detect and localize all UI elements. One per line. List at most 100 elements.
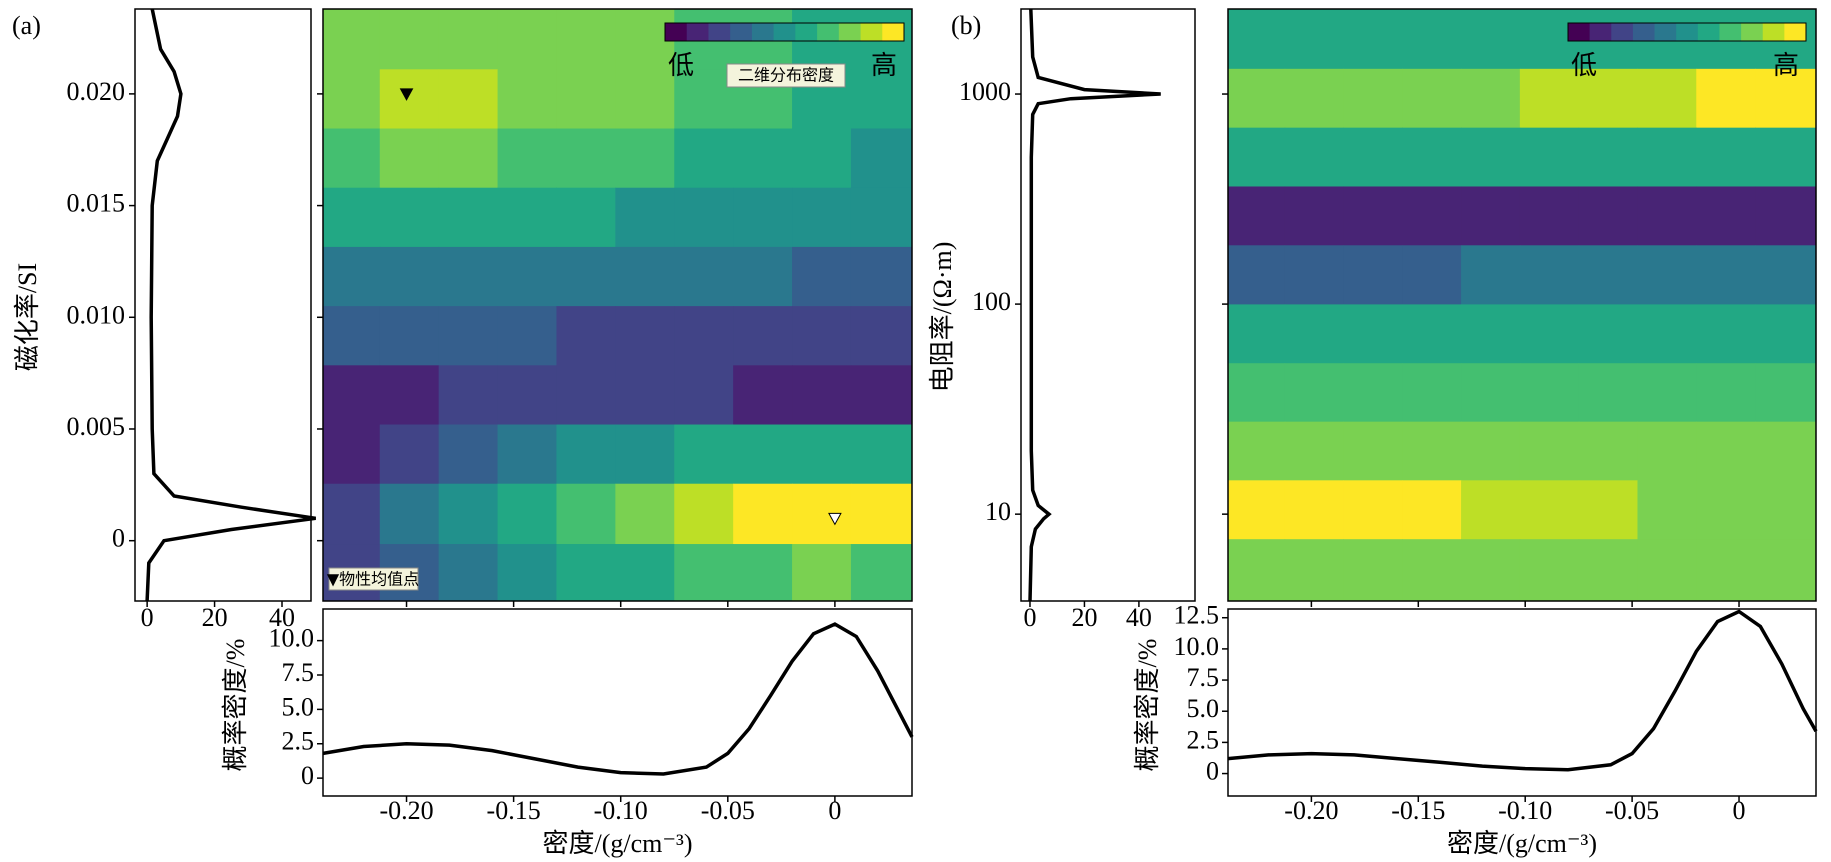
- density-cell: [1637, 127, 1697, 187]
- density-cell: [1578, 245, 1638, 305]
- colorbar-swatch: [1632, 23, 1655, 41]
- density-cell: [1343, 245, 1403, 305]
- density-cell: [1402, 304, 1462, 364]
- density-cell: [497, 69, 557, 130]
- density-cell: [556, 306, 616, 366]
- colorbar-swatch: [882, 23, 905, 41]
- density-cell: [733, 306, 793, 366]
- colorbar-swatch: [730, 23, 753, 41]
- density-cell: [323, 483, 381, 545]
- density-cell: [1755, 421, 1817, 481]
- main-frame: [1227, 8, 1817, 602]
- density-cell: [1755, 539, 1817, 602]
- density-cell: [379, 128, 440, 189]
- mean-point-label-box: [328, 567, 419, 591]
- density-cell: [323, 128, 381, 189]
- density-cell: [379, 365, 440, 426]
- y-tick-label: 0.005: [67, 412, 126, 441]
- bottom-frame: [1227, 608, 1817, 797]
- density-cell: [1519, 68, 1580, 129]
- density-cell: [379, 424, 440, 485]
- density-cell: [323, 424, 381, 485]
- bottom-density-line: [322, 622, 914, 776]
- colorbar-swatch: [1784, 23, 1807, 41]
- density-cell: [1284, 421, 1344, 481]
- density-cell: [1343, 363, 1403, 423]
- density-cell: [733, 128, 793, 189]
- density-cell: [1696, 186, 1756, 246]
- density-cell: [1696, 127, 1756, 187]
- density-cell: [1228, 480, 1286, 540]
- colorbar-swatch: [1697, 23, 1720, 41]
- bottom-y-tick-label: 0: [301, 761, 314, 790]
- density-cell: [1578, 68, 1638, 129]
- bottom-density-line: [1227, 609, 1818, 772]
- density-cell: [850, 483, 913, 545]
- panel-label: (a): [12, 11, 41, 40]
- density-cell: [323, 69, 381, 130]
- density-cell: [850, 306, 913, 366]
- density-cell: [1637, 421, 1697, 481]
- density-cell: [1755, 304, 1817, 364]
- density-cell: [850, 424, 913, 485]
- density-cell: [438, 187, 499, 248]
- x-tick-label: 0: [828, 796, 841, 825]
- density-cell: [733, 187, 793, 248]
- density-cell: [497, 246, 557, 307]
- density-cell: [1519, 480, 1580, 540]
- density-cell: [379, 187, 440, 248]
- density-cell: [1343, 68, 1403, 129]
- density-cell: [1402, 186, 1462, 246]
- density-cell: [556, 544, 616, 602]
- x-axis-label: 密度/(g/cm⁻³): [542, 829, 692, 858]
- density-cell: [379, 483, 440, 545]
- colorbar-low: 低: [1571, 51, 1597, 80]
- density-cell: [674, 187, 734, 248]
- density-cell: [1461, 304, 1521, 364]
- density-cell: [497, 424, 557, 485]
- colorbar-label: 二维分布密度: [738, 66, 834, 85]
- density-cell: [1284, 304, 1344, 364]
- density-cell: [1755, 363, 1817, 423]
- density-cell: [792, 544, 852, 602]
- density-cell: [1461, 9, 1521, 70]
- density-cell: [323, 306, 381, 366]
- density-cell: [1755, 480, 1817, 540]
- density-cell: [1284, 480, 1344, 540]
- density-cell: [674, 69, 734, 130]
- colorbar-high: 高: [871, 51, 897, 80]
- density-cell: [323, 246, 381, 307]
- y-tick-label: 0.010: [67, 300, 126, 329]
- density-cell: [792, 483, 852, 545]
- density-cell: [323, 187, 381, 248]
- density-cell: [438, 306, 499, 366]
- density-cell: [438, 246, 499, 307]
- mean-point-label: ▼物性均值点: [327, 570, 419, 589]
- density-cell: [438, 544, 499, 602]
- density-cell: [1519, 363, 1580, 423]
- density-cell: [556, 187, 616, 248]
- density-cell: [1578, 421, 1638, 481]
- bottom-y-tick-label: 2.5: [1187, 725, 1220, 754]
- density-cell: [497, 9, 557, 70]
- density-cell: [674, 544, 734, 602]
- density-cell: [792, 424, 852, 485]
- density-cell: [1461, 245, 1521, 305]
- colorbar-swatch: [1676, 23, 1699, 41]
- mean-point: [828, 512, 842, 526]
- y-tick-label: 100: [972, 287, 1011, 316]
- density-cell: [1343, 304, 1403, 364]
- density-cell: [792, 187, 852, 248]
- density-cell: [438, 365, 499, 426]
- side-x-tick-label: 40: [269, 603, 295, 632]
- density-cell: [497, 365, 557, 426]
- density-cell: [1696, 363, 1756, 423]
- density-cell: [615, 483, 675, 545]
- density-cell: [1519, 245, 1580, 305]
- density-cell: [1402, 539, 1462, 602]
- density-cell: [1402, 421, 1462, 481]
- colorbar-swatch: [1654, 23, 1677, 41]
- side-x-tick-label: 20: [1071, 603, 1097, 632]
- bottom-y-axis-label: 概率密度/%: [1133, 639, 1162, 772]
